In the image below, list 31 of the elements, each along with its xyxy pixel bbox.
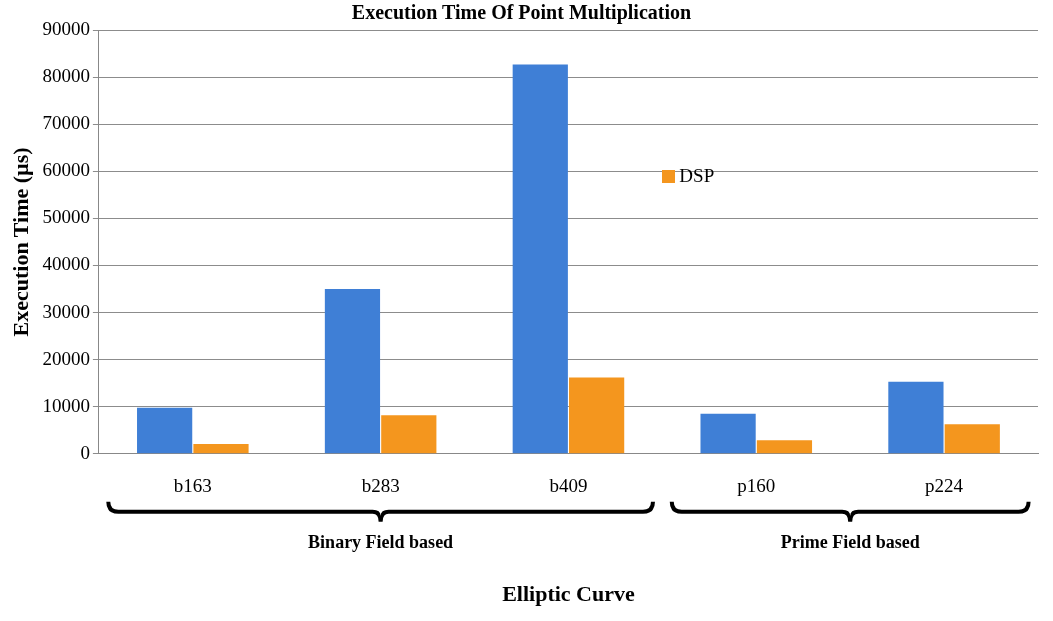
x-tick-label: p224	[925, 475, 964, 497]
legend-label: DSP	[679, 165, 715, 188]
y-tick-label: 30000	[42, 300, 90, 322]
text: Binary Field based	[308, 531, 454, 553]
bar	[756, 440, 813, 454]
bar	[381, 415, 437, 454]
text: Prime Field based	[780, 531, 920, 553]
bar	[944, 424, 1000, 454]
x-axis-title: Elliptic Curve	[502, 581, 635, 607]
bar	[512, 64, 568, 454]
y-tick-label: 70000	[42, 112, 90, 134]
x-tick-label: b409	[549, 475, 588, 497]
x-tick-label: b283	[361, 475, 400, 497]
chart-title: Execution Time Of Point Multiplication	[351, 1, 692, 25]
bar	[324, 288, 381, 454]
y-tick-label: 40000	[42, 253, 90, 275]
y-axis-title: Execution Time (µs)	[7, 147, 33, 337]
x-tick-label: b163	[173, 475, 212, 497]
y-tick-label: 0	[80, 441, 90, 463]
bar	[700, 413, 756, 454]
bar	[137, 407, 193, 454]
y-tick-label: 90000	[42, 17, 90, 39]
y-tick-label: 50000	[42, 206, 90, 228]
y-tick-label: 20000	[42, 347, 90, 369]
y-tick-label: 60000	[42, 159, 90, 181]
y-tick-label: 80000	[42, 65, 90, 87]
x-tick-label: p160	[737, 475, 776, 497]
bar	[569, 377, 625, 454]
y-tick-label: 10000	[42, 394, 90, 416]
bar	[888, 381, 944, 454]
bar	[193, 443, 249, 454]
